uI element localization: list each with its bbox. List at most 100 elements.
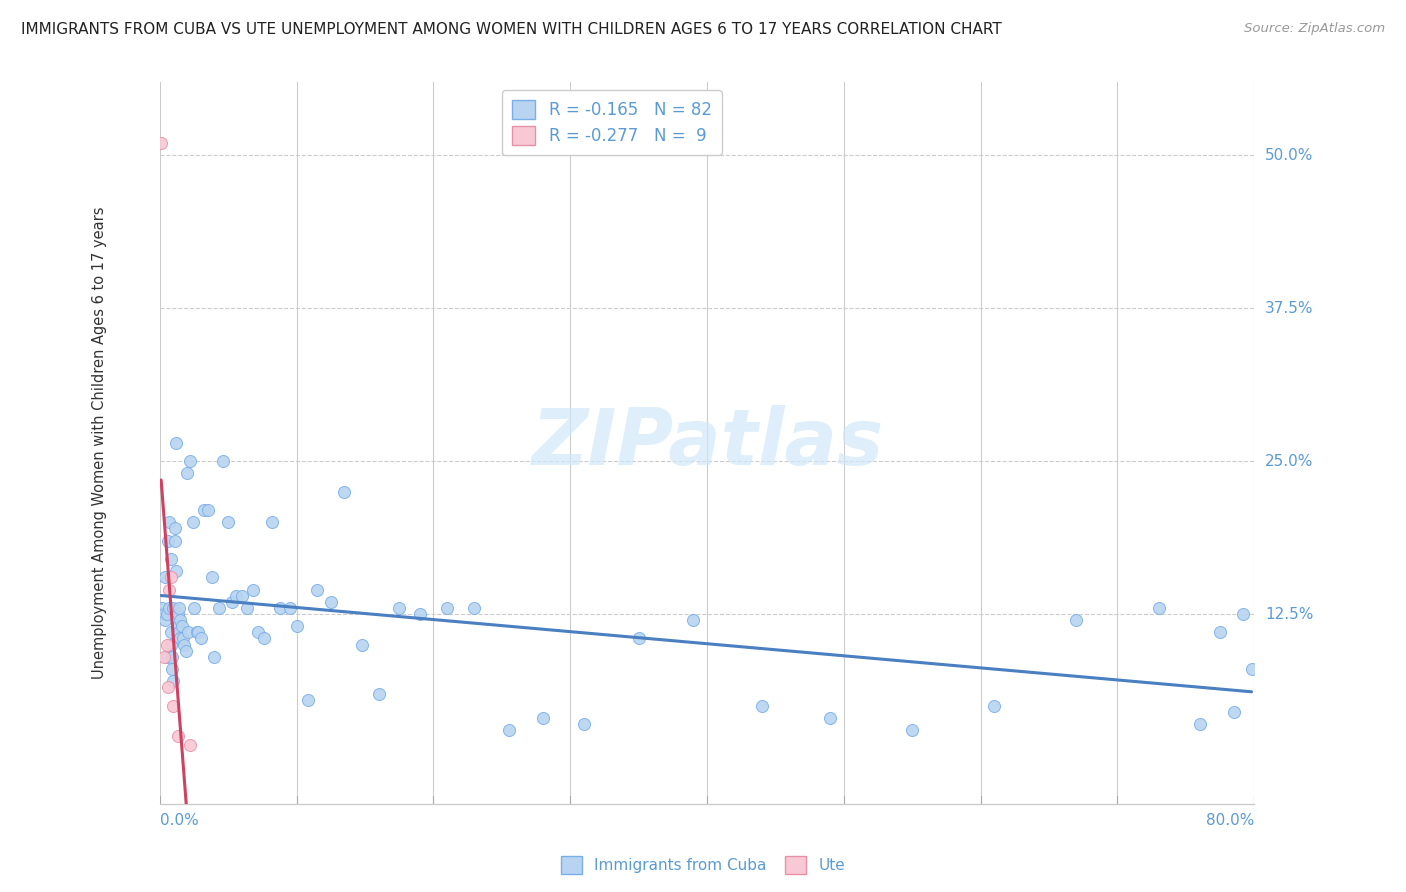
Text: 25.0%: 25.0% [1265,454,1313,468]
Point [193,503,215,517]
Point [333,484,356,499]
Point [190,632,212,646]
Point [319,595,342,609]
Text: 0.0%: 0.0% [160,814,198,829]
Point [169,632,191,646]
Point [572,717,595,731]
Point [201,570,224,584]
Point [260,516,283,530]
Point [1066,613,1088,627]
Point [157,582,180,597]
Text: 12.5%: 12.5% [1265,607,1313,622]
Point [498,723,520,738]
Point [181,516,204,530]
Point [187,625,209,640]
Point [221,595,243,609]
Point [207,601,229,615]
Point [436,601,458,615]
Point [1209,625,1232,640]
Point [307,582,329,597]
Point [1222,705,1244,719]
Point [173,638,195,652]
Point [160,662,183,676]
Point [156,681,179,695]
Point [818,711,841,725]
Point [204,649,226,664]
Point [463,601,485,615]
Text: 50.0%: 50.0% [1265,148,1313,163]
Point [901,723,924,738]
Text: Source: ZipAtlas.com: Source: ZipAtlas.com [1244,22,1385,36]
Point [285,619,308,633]
Text: Unemployment Among Women with Children Ages 6 to 17 years: Unemployment Among Women with Children A… [91,207,107,679]
Point [225,589,247,603]
Point [352,638,374,652]
Point [247,625,270,640]
Point [169,613,191,627]
Point [269,601,291,615]
Point [155,607,177,621]
Point [166,730,188,744]
Point [159,552,181,566]
Point [682,613,704,627]
Point [174,644,197,658]
Point [1232,607,1254,621]
Point [167,601,190,615]
Point [155,613,177,627]
Point [183,601,205,615]
Point [162,601,184,615]
Point [367,687,389,701]
Point [388,601,411,615]
Point [211,454,233,468]
Point [156,533,179,548]
Point [236,601,259,615]
Point [176,467,198,481]
Point [409,607,432,621]
Point [163,533,186,548]
Point [179,454,201,468]
Point [297,692,319,706]
Point [170,619,193,633]
Point [162,674,184,689]
Point [155,649,177,664]
Point [155,638,177,652]
Point [253,632,276,646]
Point [1147,601,1170,615]
Point [217,516,239,530]
Point [531,711,554,725]
Point [162,698,184,713]
Point [160,649,183,664]
Point [153,607,176,621]
Point [166,607,188,621]
Point [153,649,176,664]
Point [179,738,201,752]
Point [242,582,264,597]
Point [165,564,187,578]
Text: IMMIGRANTS FROM CUBA VS UTE UNEMPLOYMENT AMONG WOMEN WITH CHILDREN AGES 6 TO 17 : IMMIGRANTS FROM CUBA VS UTE UNEMPLOYMENT… [21,22,1002,37]
Point [159,625,181,640]
Point [1188,717,1211,731]
Point [157,516,180,530]
Point [159,638,181,652]
Point [186,625,208,640]
Point [167,625,190,640]
Legend: R = -0.165   N = 82, R = -0.277   N =  9: R = -0.165 N = 82, R = -0.277 N = 9 [502,90,721,155]
Point [278,601,301,615]
Point [983,698,1005,713]
Point [166,619,188,633]
Legend: Immigrants from Cuba, Ute: Immigrants from Cuba, Ute [554,850,852,880]
Point [177,625,200,640]
Point [163,521,186,535]
Point [155,570,177,584]
Point [150,136,173,150]
Point [152,601,174,615]
Point [172,632,194,646]
Text: ZIPatlas: ZIPatlas [531,405,883,481]
Point [627,632,650,646]
Point [231,589,253,603]
Point [159,570,181,584]
Text: 37.5%: 37.5% [1265,301,1313,316]
Point [197,503,219,517]
Point [165,435,187,450]
Point [751,698,773,713]
